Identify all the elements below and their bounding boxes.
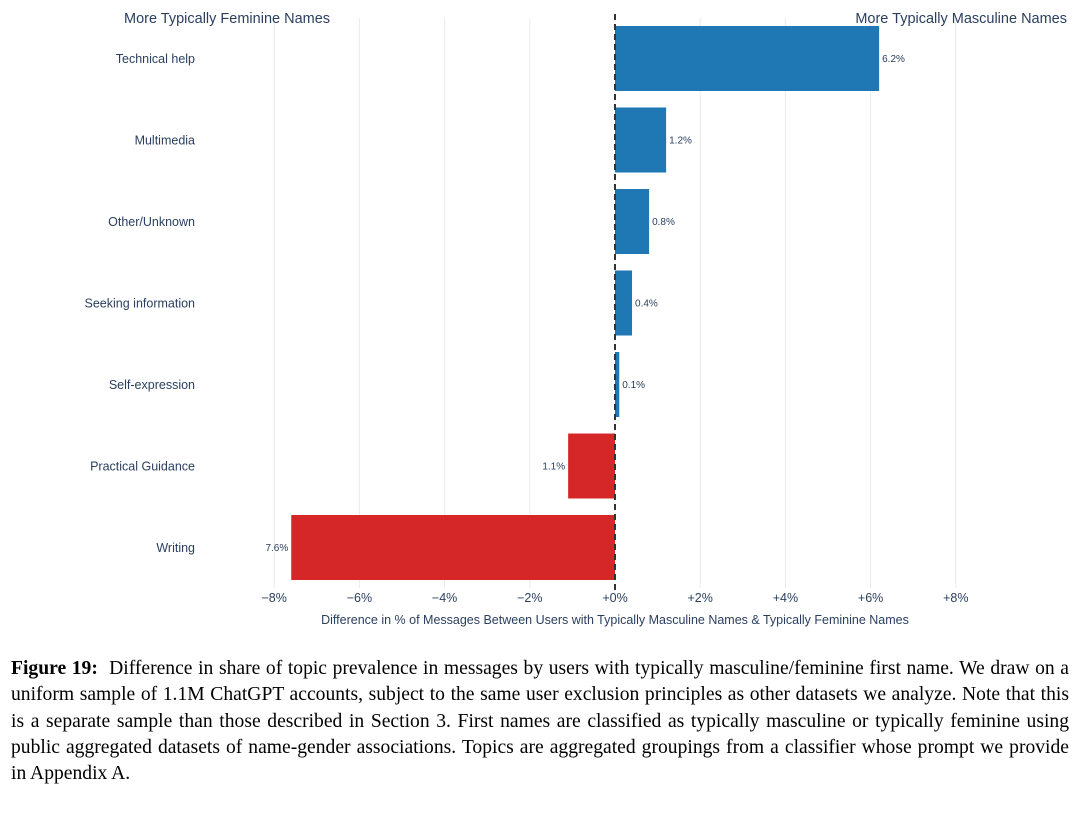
value-label: 1.2%: [669, 136, 692, 147]
caption-label: Figure 19:: [11, 658, 98, 679]
bar-self-expression: [615, 352, 620, 417]
bar-other-unknown: [615, 189, 650, 254]
x-tick-label: +0%: [602, 591, 627, 605]
category-label: Self-expression: [109, 378, 195, 392]
bar-technical-help: [615, 26, 880, 91]
x-tick-label: +8%: [943, 591, 968, 605]
x-axis-title: Difference in % of Messages Between User…: [321, 613, 909, 627]
category-labels: Technical help Multimedia Other/Unknown See…: [85, 52, 196, 555]
category-label: Writing: [156, 541, 195, 555]
right-annotation: More Typically Masculine Names: [855, 11, 1067, 27]
value-label: 0.4%: [635, 299, 658, 310]
x-tick-label: −2%: [517, 591, 542, 605]
x-tick-label: +6%: [858, 591, 883, 605]
category-label: Practical Guidance: [90, 460, 195, 474]
x-tick-label: +2%: [688, 591, 713, 605]
x-tick-label: −8%: [262, 591, 287, 605]
gridlines: [273, 18, 957, 588]
chart: Technical help Multimedia Other/Unknown See…: [85, 11, 1067, 627]
category-label: Other/Unknown: [108, 215, 195, 229]
bar-multimedia: [615, 107, 667, 173]
x-tick-label: +4%: [773, 591, 798, 605]
category-label: Technical help: [116, 52, 195, 66]
x-tick-labels: −8% −6% −4% −2% +0% +2% +4% +6% +8%: [262, 591, 969, 605]
x-tick-label: −6%: [347, 591, 372, 605]
value-labels: 6.2% 1.2% 0.8% 0.4% 0.1% 1.1% 7.6%: [265, 54, 905, 554]
left-annotation: More Typically Feminine Names: [124, 11, 330, 27]
bar-seeking-information: [615, 270, 633, 336]
category-label: Multimedia: [135, 134, 195, 148]
value-label: 1.1%: [542, 462, 565, 473]
figure-caption: Figure 19: Difference in share of topic …: [11, 656, 1069, 787]
bar-writing: [291, 515, 615, 580]
value-label: 0.8%: [652, 217, 675, 228]
value-label: 6.2%: [882, 54, 905, 65]
category-label: Seeking information: [85, 297, 196, 311]
value-label: 7.6%: [265, 543, 288, 554]
value-label: 0.1%: [622, 380, 645, 391]
bar-practical-guidance: [568, 433, 615, 499]
bars: [291, 26, 880, 580]
bar-chart: Technical help Multimedia Other/Unknown See…: [85, 11, 1067, 627]
x-tick-label: −4%: [432, 591, 457, 605]
caption-text: Difference in share of topic prevalence …: [11, 658, 1069, 785]
